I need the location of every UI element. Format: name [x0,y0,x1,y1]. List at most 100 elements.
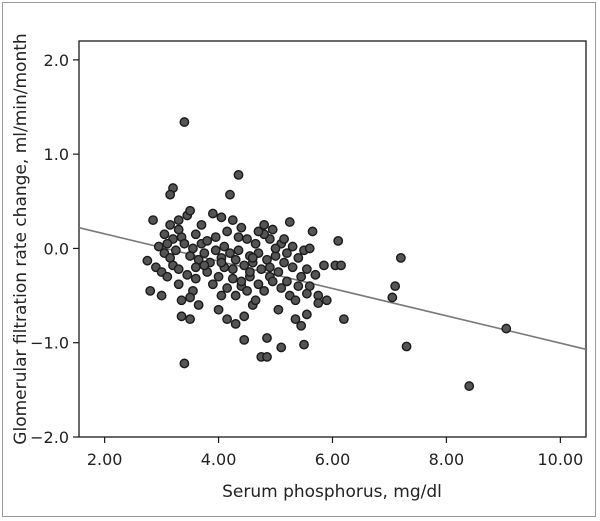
data-point [501,323,512,334]
data-point [287,262,298,273]
data-point [390,281,401,292]
data-point [185,292,195,303]
data-point [165,219,176,230]
data-point [296,271,307,282]
x-tick-label: 6.00 [315,450,351,469]
data-point [188,243,198,254]
data-point [179,117,190,127]
data-point [173,279,184,290]
data-point [239,334,250,345]
y-tick-label: 1.0 [44,145,69,164]
data-point [199,260,210,271]
data-point [264,262,275,273]
data-point [230,318,241,329]
data-point [233,245,244,256]
data-point [333,235,344,246]
data-point [387,292,398,303]
data-point [276,283,287,293]
data-point [176,295,187,306]
data-point [282,276,292,287]
data-point [185,205,195,216]
data-point [321,295,332,306]
data-point [299,339,309,350]
data-point [230,290,241,301]
data-point [247,252,258,263]
data-point [173,224,184,235]
data-point [267,224,278,235]
y-tick-label: −1.0 [30,334,69,353]
y-tick-label: −2.0 [30,428,69,447]
data-point [216,290,227,301]
data-point [202,235,213,246]
data-point [222,226,233,237]
data-point [153,241,164,252]
data-point [287,241,298,252]
data-point [216,257,227,268]
data-point [401,341,412,352]
data-point [227,273,238,284]
data-point [276,342,287,353]
data-point [196,219,207,230]
data-point [225,248,235,259]
data-point [279,234,289,244]
data-point [199,248,210,259]
data-point [256,264,267,275]
data-point [159,229,170,240]
data-point [190,273,201,284]
data-point [338,314,349,325]
data-point [213,271,224,282]
data-point [162,271,173,282]
data-point [179,238,190,249]
data-point [282,248,292,259]
data-points [142,117,512,391]
data-point [319,260,329,271]
data-point [267,276,278,287]
data-point [304,243,315,254]
data-point [233,169,244,180]
data-point [165,189,176,200]
data-point [464,381,475,391]
data-point [176,311,187,322]
x-tick-label: 8.00 [429,450,465,469]
data-point [207,208,218,219]
x-axis-label: Serum phosphorus, mg/dl [222,482,442,502]
data-point [239,311,250,322]
data-point [301,309,312,320]
data-point [293,281,304,292]
data-point [216,212,227,223]
data-point [301,264,312,275]
data-point [222,283,233,293]
data-point [293,252,304,263]
data-point [145,285,156,296]
data-point [259,285,270,296]
data-point [193,300,204,310]
data-point [336,260,346,271]
plot-area [78,40,587,438]
data-point [313,298,324,309]
data-point [227,215,238,226]
data-point [236,276,247,287]
data-point [182,269,193,280]
data-point [262,333,272,343]
data-point [207,279,218,290]
data-point [213,304,224,315]
data-point [290,314,301,325]
y-axis-label: Glomerular filtration rate change, ml/mi… [11,33,31,444]
y-tick-label: 2.0 [44,51,69,70]
data-point [225,189,235,200]
data-point [296,320,307,331]
data-point [190,262,201,273]
x-tick-label: 10.00 [537,450,583,469]
data-point [162,238,173,249]
data-point [284,217,295,227]
data-point [179,358,190,369]
data-point [173,215,184,226]
data-point [239,260,250,271]
x-axis: 2.00 4.00 6.00 8.00 10.00 [87,437,583,469]
data-point [270,243,281,254]
data-point [210,245,221,256]
data-point [173,264,184,275]
data-point [250,238,261,249]
data-point [310,269,321,280]
